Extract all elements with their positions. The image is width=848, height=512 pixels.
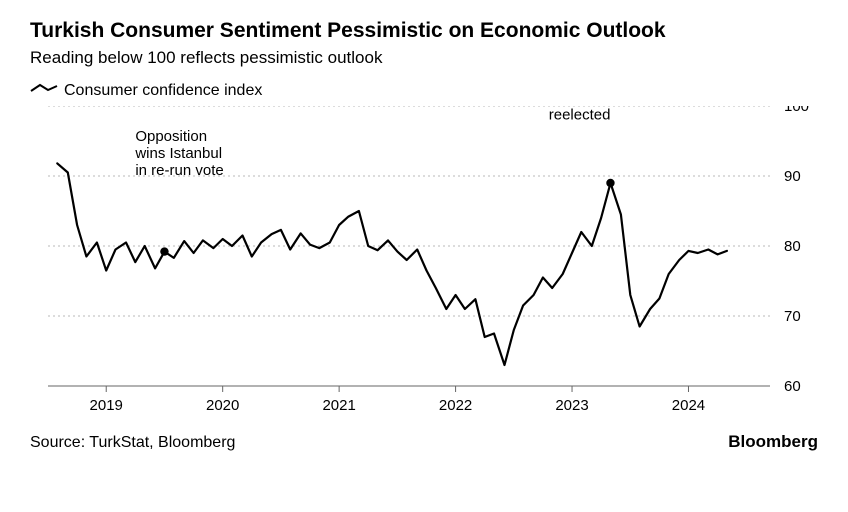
legend: Consumer confidence index <box>30 82 818 100</box>
svg-text:60: 60 <box>784 378 801 395</box>
line-chart-svg: 60 70 80 90 100 2019 2020 2021 2022 2023 2024 Oppos… <box>30 106 818 426</box>
chart-area: 60 70 80 90 100 2019 2020 2021 2022 2023 2024 Oppos… <box>30 106 818 426</box>
svg-text:70: 70 <box>784 308 801 325</box>
svg-text:reelected: reelected <box>549 107 611 124</box>
svg-text:2020: 2020 <box>206 397 239 414</box>
svg-text:wins Istanbul: wins Istanbul <box>134 145 222 162</box>
svg-text:2022: 2022 <box>439 397 472 414</box>
svg-text:2021: 2021 <box>322 397 355 414</box>
legend-line-icon <box>30 83 58 93</box>
legend-label: Consumer confidence index <box>64 82 262 99</box>
svg-text:2023: 2023 <box>555 397 588 414</box>
svg-text:100: 100 <box>784 106 809 115</box>
svg-text:90: 90 <box>784 168 801 185</box>
brand-label: Bloomberg <box>728 432 818 452</box>
chart-title: Turkish Consumer Sentiment Pessimistic o… <box>30 18 818 44</box>
svg-text:in re-run vote: in re-run vote <box>135 162 223 179</box>
svg-text:80: 80 <box>784 238 801 255</box>
chart-subtitle: Reading below 100 reflects pessimistic o… <box>30 48 818 68</box>
svg-text:Opposition: Opposition <box>135 128 207 145</box>
source-text: Source: TurkStat, Bloomberg <box>30 434 235 452</box>
svg-text:2024: 2024 <box>672 397 705 414</box>
svg-text:2019: 2019 <box>90 397 123 414</box>
